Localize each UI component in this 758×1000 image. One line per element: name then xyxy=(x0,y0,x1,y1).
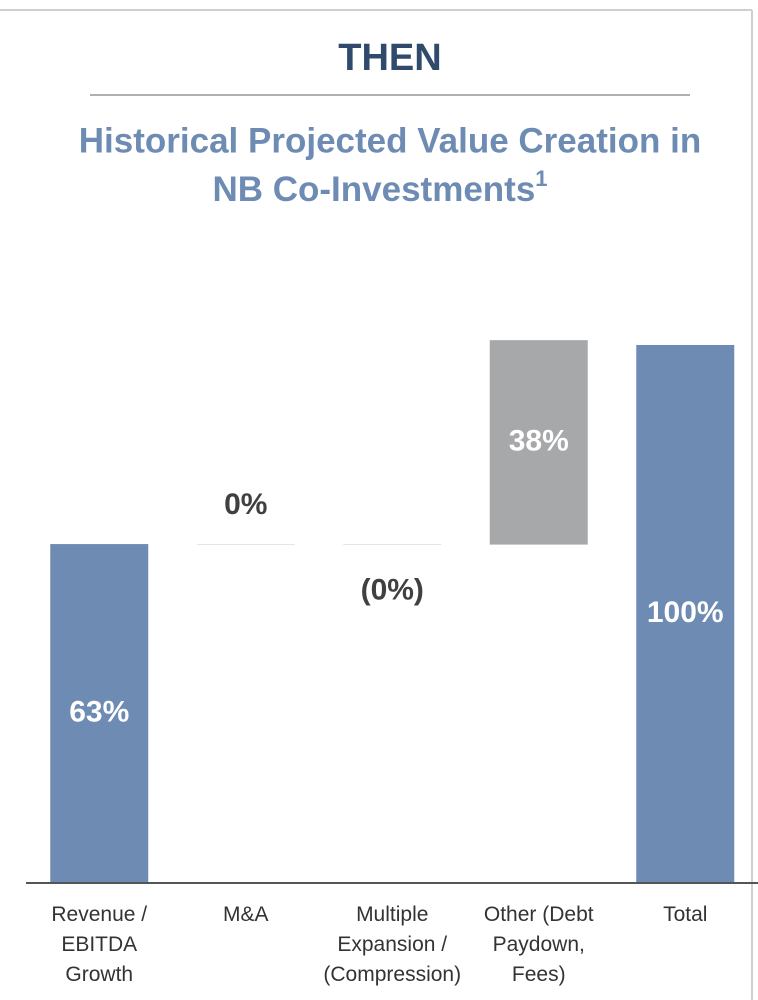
x-tick-line: Multiple xyxy=(356,903,428,926)
x-tick-label: Other (Debt Paydown, Fees) xyxy=(484,903,594,986)
x-tick-label: Revenue / EBITDA Growth xyxy=(51,903,147,986)
x-tick-line: Total xyxy=(663,903,707,926)
value-label: 63% xyxy=(69,695,129,728)
header: THEN xyxy=(338,37,441,79)
footnote-mark: 1 xyxy=(535,166,547,191)
x-tick-line: EBITDA xyxy=(61,933,137,956)
x-tick-line: (Compression) xyxy=(323,963,461,986)
value-label: 100% xyxy=(647,596,724,629)
x-tick-label: M&A xyxy=(223,903,269,926)
value-label: 38% xyxy=(509,424,569,457)
bar xyxy=(636,345,735,883)
bar xyxy=(343,544,442,546)
chart-title: NB Co-Investments xyxy=(212,170,535,209)
x-tick-line: Expansion / xyxy=(337,933,447,956)
x-tick-line: Fees) xyxy=(512,963,566,986)
value-label: 0% xyxy=(224,488,267,521)
x-tick-label: Total xyxy=(663,903,707,926)
x-tick-line: Other (Debt xyxy=(484,903,594,926)
bar xyxy=(489,340,588,545)
value-label: (0%) xyxy=(361,574,424,607)
chart-title: Historical Projected Value Creation in xyxy=(79,121,701,160)
x-tick-line: Revenue / xyxy=(51,903,147,926)
x-tick-label: Multiple Expansion / (Compression) xyxy=(323,903,461,986)
x-tick-line: Paydown, xyxy=(493,933,585,956)
x-tick-line: M&A xyxy=(223,903,269,926)
chart-title: NB Co-Investments1 xyxy=(212,166,547,209)
bar xyxy=(196,544,295,546)
x-tick-line: Growth xyxy=(65,963,133,986)
bar xyxy=(50,544,149,883)
